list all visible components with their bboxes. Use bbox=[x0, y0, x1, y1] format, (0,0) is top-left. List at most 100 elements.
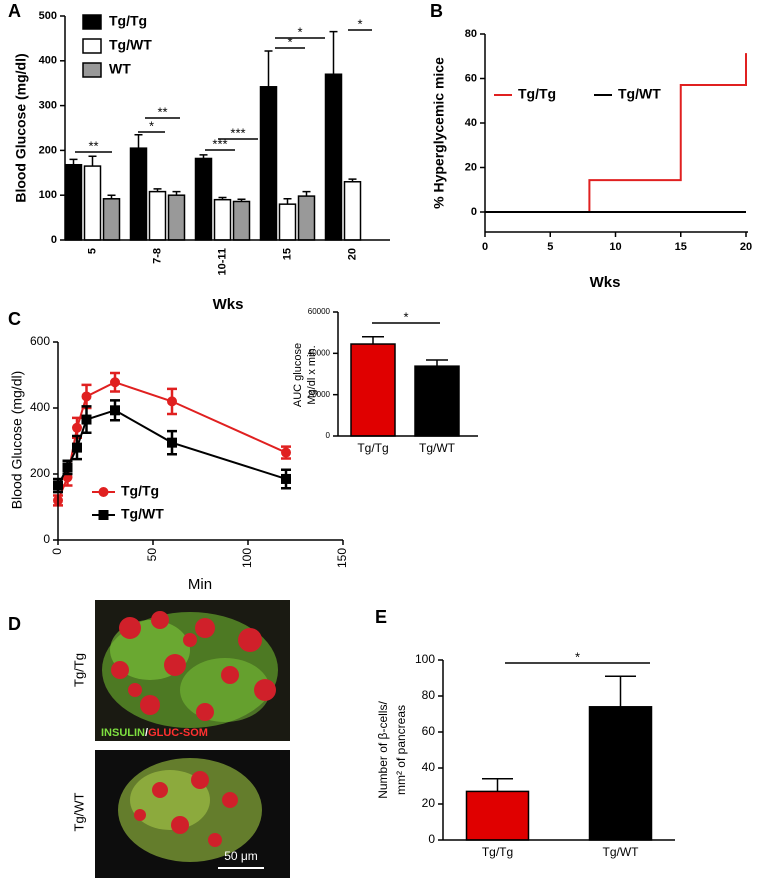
marker bbox=[110, 377, 120, 388]
y-tick-label: 80 bbox=[465, 28, 477, 40]
legend-label: Tg/Tg bbox=[121, 483, 159, 499]
marker bbox=[167, 396, 177, 407]
significance-label: * bbox=[287, 34, 292, 49]
legend-label: Tg/Tg bbox=[109, 13, 147, 29]
marker bbox=[281, 447, 291, 458]
legend-swatch bbox=[82, 62, 102, 78]
y-tick-label: 600 bbox=[30, 334, 50, 348]
x-tick-label: 0 bbox=[50, 548, 64, 555]
bar bbox=[129, 147, 148, 241]
micrograph-texture bbox=[118, 758, 262, 862]
significance-label: * bbox=[297, 24, 302, 39]
y-axis-label: AUC glucose bbox=[292, 343, 304, 407]
series-line bbox=[485, 53, 747, 213]
panel-label: B bbox=[430, 1, 443, 21]
legend-label: Tg/Tg bbox=[518, 86, 556, 102]
y-tick-label: 400 bbox=[30, 400, 50, 414]
y-axis-label: Blood Glucose (mg/dl) bbox=[9, 371, 25, 510]
panel-label: C bbox=[8, 309, 21, 329]
row-label: Tg/Tg bbox=[71, 653, 86, 687]
bar bbox=[588, 706, 653, 841]
legend-swatch bbox=[82, 38, 102, 54]
y-tick-label: 100 bbox=[415, 652, 435, 666]
legend-marker bbox=[98, 510, 109, 520]
panel-label: E bbox=[375, 607, 387, 627]
marker bbox=[81, 391, 92, 402]
x-tick-label: 15 bbox=[281, 248, 293, 260]
bar bbox=[324, 73, 343, 241]
y-tick-label: 60000 bbox=[308, 307, 331, 316]
marker bbox=[72, 422, 82, 433]
y-tick-label: 0 bbox=[428, 832, 435, 846]
y-axis-label: mm² of pancreas bbox=[394, 705, 408, 795]
x-axis-label: Wks bbox=[590, 274, 621, 291]
y-axis-label: % Hyperglycemic mice bbox=[431, 57, 447, 209]
bar bbox=[414, 365, 460, 437]
y-tick-label: 40 bbox=[422, 760, 436, 774]
y-tick-label: 0 bbox=[471, 206, 477, 218]
error-bar bbox=[134, 133, 143, 149]
error-bar bbox=[264, 50, 273, 87]
bar bbox=[350, 343, 396, 437]
x-tick-label: 5 bbox=[86, 248, 98, 254]
x-tick-label: Tg/Tg bbox=[482, 845, 513, 859]
bar bbox=[343, 181, 362, 241]
x-tick-label: 15 bbox=[675, 241, 687, 253]
y-tick-label: 0 bbox=[43, 532, 50, 546]
bar bbox=[465, 790, 530, 841]
marker bbox=[72, 442, 82, 453]
legend-marker bbox=[98, 487, 109, 497]
legend-label: Tg/WT bbox=[618, 86, 661, 102]
y-tick-label: 0 bbox=[326, 431, 331, 440]
stain-insulin: INSULIN bbox=[101, 727, 145, 739]
bar bbox=[259, 86, 278, 241]
y-tick-label: 60 bbox=[465, 72, 477, 84]
stain-gluc-som: GLUC-SOM bbox=[148, 727, 208, 739]
bar bbox=[102, 198, 121, 241]
y-axis-label: Blood Glucose (mg/dl) bbox=[13, 53, 29, 202]
x-tick-label: 7-8 bbox=[151, 248, 163, 264]
y-tick-label: 200 bbox=[30, 466, 50, 480]
x-tick-label: Tg/WT bbox=[603, 845, 640, 859]
bar bbox=[213, 198, 232, 241]
stain-sep: / bbox=[145, 727, 148, 739]
panel-label: A bbox=[8, 1, 21, 21]
legend-label: Tg/WT bbox=[121, 506, 164, 522]
legend-swatch bbox=[82, 14, 102, 30]
marker bbox=[110, 405, 120, 416]
row-label: Tg/WT bbox=[71, 792, 86, 831]
y-tick-label: 100 bbox=[39, 189, 57, 201]
y-tick-label: 0 bbox=[51, 234, 57, 246]
y-tick-label: 40000 bbox=[308, 348, 331, 357]
error-bar bbox=[69, 158, 78, 165]
significance-label: * bbox=[149, 118, 154, 133]
y-tick-label: 200 bbox=[39, 144, 57, 156]
bar bbox=[64, 163, 83, 241]
error-bar bbox=[362, 336, 384, 345]
y-tick-label: 400 bbox=[39, 55, 57, 67]
x-tick-label: Tg/WT bbox=[419, 441, 456, 455]
significance-label: *** bbox=[212, 136, 227, 151]
scale-bar-label: 50 μm bbox=[224, 849, 258, 863]
stain-label: INSULIN/GLUC-SOM bbox=[101, 727, 208, 739]
significance-label: ** bbox=[88, 138, 98, 153]
significance-label: * bbox=[403, 309, 408, 324]
y-tick-label: 20 bbox=[465, 161, 477, 173]
marker bbox=[62, 462, 73, 473]
significance-label: * bbox=[575, 649, 580, 664]
bar bbox=[167, 194, 186, 241]
significance-label: *** bbox=[230, 125, 245, 140]
x-tick-label: 10 bbox=[609, 241, 621, 253]
marker bbox=[167, 437, 177, 448]
x-tick-label: 20 bbox=[740, 241, 752, 253]
error-bar bbox=[426, 359, 448, 367]
y-axis-label: Mg/dl x min. bbox=[306, 345, 318, 404]
y-tick-label: 500 bbox=[39, 10, 57, 22]
significance-label: * bbox=[357, 16, 362, 31]
y-tick-label: 60 bbox=[422, 724, 436, 738]
marker bbox=[281, 473, 291, 484]
micrograph-texture bbox=[102, 611, 278, 728]
panel-label: D bbox=[8, 614, 21, 634]
x-axis-label: Wks bbox=[213, 296, 244, 313]
x-tick-label: 50 bbox=[145, 548, 159, 562]
